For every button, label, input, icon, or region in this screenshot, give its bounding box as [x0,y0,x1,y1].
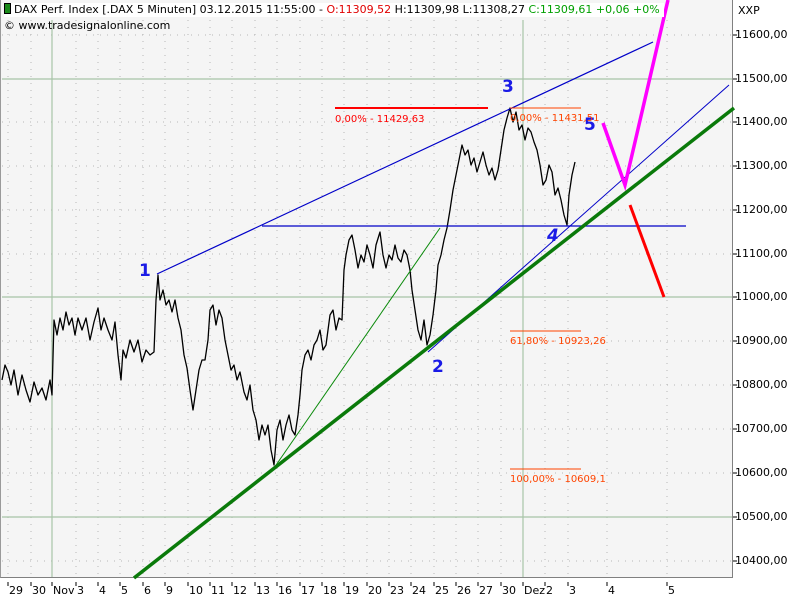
y-tick-label: 11400,00 [735,115,788,128]
chart-header: DAX Perf. Index [.DAX 5 Minuten] 03.12.2… [4,3,664,17]
x-tick-label: 12 [233,584,247,597]
x-tick-label: 17 [301,584,315,597]
wave-label-4: 4 [546,226,559,246]
x-tick-label: 23 [390,584,404,597]
wave-label-1: 1 [139,261,151,281]
fib-label-618: 61,80% - 10923,26 [510,336,606,347]
fib-label-left: 0,00% - 11429,63 [335,114,424,125]
x-tick-label: 30 [502,584,516,597]
x-tick-label: 10 [189,584,203,597]
price-line [1,107,576,466]
y-tick-label: 11600,00 [735,28,788,41]
x-tick-label: 4 [608,584,615,597]
close-value: C:11309,61 +0,06 +0% [524,3,660,16]
x-tick-label: 24 [412,584,426,597]
wave-label-2: 2 [432,357,444,377]
projection-down [628,204,666,298]
x-tick-label: 9 [166,584,173,597]
x-tick-label: Nov [53,584,75,597]
y-tick-label: 11100,00 [735,247,788,260]
x-tick-label: 19 [345,584,359,597]
y-tick-label: 11200,00 [735,203,788,216]
instrument-info: DAX Perf. Index [.DAX 5 Minuten] 03.12.2… [14,3,327,16]
x-tick-label: 3 [569,584,576,597]
x-tick-label: 13 [256,584,270,597]
x-tick-label: 4 [99,584,106,597]
open-value: O:11309,52 [326,3,392,16]
series-marker-icon [4,3,11,14]
fib-labels: 0,00% - 11429,63 0,00% - 11431,51 61,80%… [335,113,606,485]
y-tick-label: 11500,00 [735,72,788,85]
x-tick-label: 26 [457,584,471,597]
copyright-text: © www.tradesignalonline.com [4,19,171,32]
y-tick-label: 10400,00 [735,554,788,567]
grid-major [2,20,732,577]
x-tick-label: 11 [211,584,225,597]
y-tick-label: 10500,00 [735,510,788,523]
y-tick-label: 10700,00 [735,422,788,435]
x-axis-ticks [7,582,668,586]
x-tick-label: 2 [546,584,553,597]
x-tick-label: Dez [524,584,546,597]
x-tick-label: 6 [144,584,151,597]
high-value: H:11309,98 [391,3,460,16]
wave-label-3: 3 [502,77,514,97]
x-tick-label: 25 [435,584,449,597]
y-tick-label: 10600,00 [735,466,788,479]
x-tick-label: 5 [121,584,128,597]
wave-labels: 1 2 3 4 5 [139,77,596,377]
y-tick-label: 11300,00 [735,159,788,172]
channel-lines [156,41,730,353]
x-tick-label: 5 [668,584,675,597]
trendline-main [132,106,736,580]
x-tick-label: 18 [323,584,337,597]
fib-label-0: 0,00% - 11431,51 [510,113,599,124]
y-tick-label: 10800,00 [735,378,788,391]
low-value: L:11308,27 [459,3,525,16]
x-tick-label: 3 [77,584,84,597]
y-axis-ticks [733,34,737,562]
x-tick-label: 30 [32,584,46,597]
y-tick-label: 11000,00 [735,290,788,303]
y-axis-title: XXP [738,4,760,17]
x-tick-label: 20 [368,584,382,597]
x-tick-label: 29 [9,584,23,597]
projection-up [601,0,670,192]
wave-label-5: 5 [584,115,596,135]
x-tick-label: 27 [479,584,493,597]
chart-plot-area[interactable] [0,0,733,578]
x-tick-label: 16 [278,584,292,597]
y-tick-label: 10900,00 [735,334,788,347]
trendline-thin [273,227,441,469]
fib-label-100: 100,00% - 10609,1 [510,474,606,485]
grid-vertical [7,20,668,577]
